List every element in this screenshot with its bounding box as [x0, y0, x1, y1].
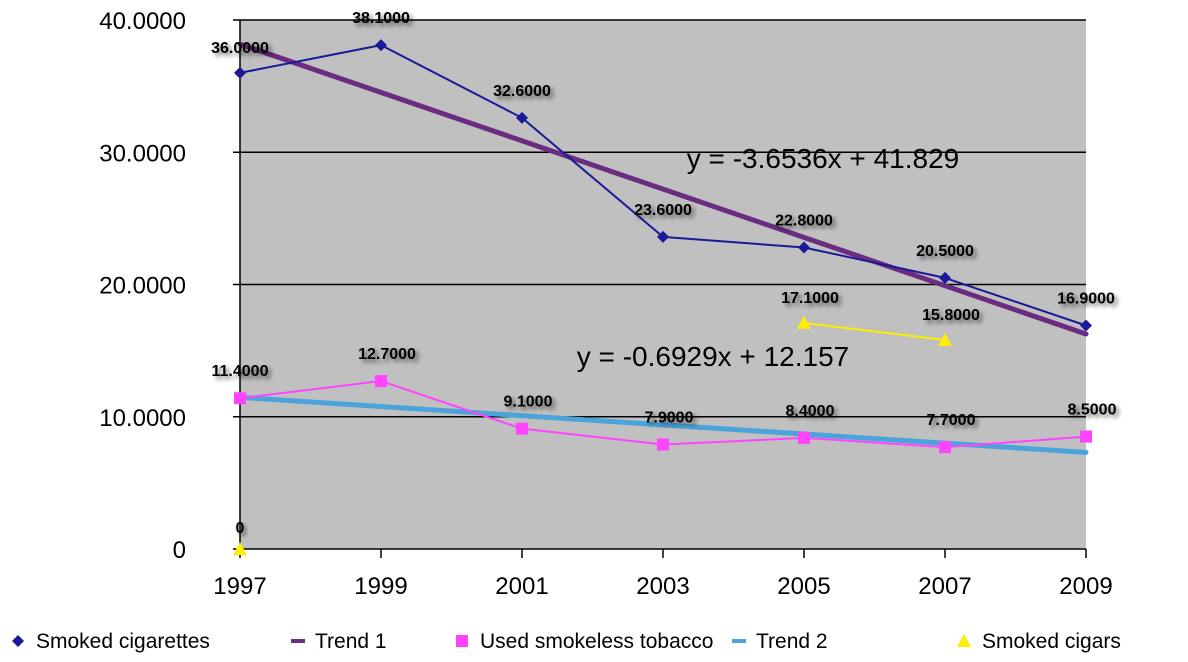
legend-swatch-smoked-cigars — [957, 634, 971, 647]
x-axis: 1997 1999 2001 2003 2005 2007 2009 — [213, 548, 1113, 600]
point-used-smokeless-tobacco-2005 — [798, 431, 810, 444]
x-tick-label-2003: 2003 — [636, 573, 689, 600]
point-smoked-cigarettes-2005 — [798, 241, 810, 254]
point-smoked-cigars-1997 — [233, 542, 247, 555]
point-smoked-cigarettes-2009 — [1080, 319, 1092, 332]
data-label-smoked-cigarettes-1997: 36.0000 — [211, 40, 269, 57]
segment-smoked-cigarettes — [521, 117, 664, 238]
y-tick-label-20: 20.0000 — [99, 273, 186, 300]
y-tick-label-30: 30.0000 — [99, 140, 186, 167]
segment-used-smokeless-tobacco — [380, 380, 523, 430]
data-label-used-smokeless-tobacco-1999: 12.7000 — [358, 346, 416, 363]
point-used-smokeless-tobacco-1999 — [375, 375, 387, 388]
legend-label-trend-1: Trend 1 — [315, 630, 387, 653]
data-label-smoked-cigarettes-2005: 22.8000 — [775, 212, 833, 229]
segment-smoked-cigarettes — [380, 44, 523, 119]
data-series — [233, 39, 1092, 555]
data-label-smoked-cigarettes-2001: 32.6000 — [493, 83, 551, 100]
data-label-used-smokeless-tobacco-2005: 8.4000 — [786, 403, 835, 420]
data-label-smoked-cigarettes-2003: 23.6000 — [634, 202, 692, 219]
data-labels: 36.0000 38.1000 32.6000 23.6000 22.8000 20.50… — [211, 10, 1116, 537]
legend-item-trend-2: Trend 2 — [732, 630, 828, 653]
point-smoked-cigarettes-2003 — [657, 230, 669, 243]
legend-label-trend-2: Trend 2 — [756, 630, 828, 653]
y-tick-label-0: 0 — [173, 537, 186, 564]
legend-label-smoked-cigars: Smoked cigars — [982, 630, 1121, 653]
point-smoked-cigars-2005 — [797, 315, 811, 329]
segment-smoked-cigarettes — [803, 246, 946, 279]
x-tick-label-1999: 1999 — [354, 573, 407, 600]
legend-label-used-smokeless-tobacco: Used smokeless tobacco — [480, 630, 713, 653]
y-tick-label-10: 10.0000 — [99, 405, 186, 432]
legend-item-used-smokeless-tobacco: Used smokeless tobacco — [456, 630, 713, 653]
legend-swatch-used-smokeless-tobacco — [456, 635, 468, 647]
data-label-smoked-cigars-1997: 0 — [236, 520, 245, 537]
data-label-used-smokeless-tobacco-1997: 11.4000 — [212, 363, 269, 380]
point-smoked-cigars-2007 — [938, 333, 952, 347]
data-label-used-smokeless-tobacco-2009: 8.5000 — [1068, 402, 1117, 419]
legend-item-trend-1: Trend 1 — [291, 630, 387, 653]
data-label-smoked-cigarettes-1999: 38.1000 — [352, 10, 410, 27]
segment-used-smokeless-tobacco — [239, 380, 382, 400]
legend-item-smoked-cigars: Smoked cigars — [957, 630, 1121, 653]
y-tick-label-40: 40.0000 — [99, 8, 186, 35]
segment-used-smokeless-tobacco — [521, 427, 664, 446]
point-used-smokeless-tobacco-2009 — [1080, 430, 1092, 443]
data-label-smoked-cigarettes-2009: 16.9000 — [1057, 290, 1115, 307]
segment-smoked-cigarettes — [944, 276, 1087, 327]
equation-trend-2: y = -0.6929x + 12.157 — [577, 341, 849, 372]
legend: Smoked cigarettes Trend 1 Used smokeless t… — [12, 630, 1121, 653]
series-smoked-cigarettes — [234, 39, 1092, 332]
x-tick-label-2009: 2009 — [1059, 573, 1112, 600]
point-used-smokeless-tobacco-2003 — [657, 438, 669, 451]
segment-smoked-cigarettes — [239, 44, 382, 74]
legend-item-smoked-cigarettes: Smoked cigarettes — [12, 630, 210, 653]
series-smoked-cigars — [233, 315, 952, 555]
x-tick-label-2005: 2005 — [777, 573, 830, 600]
point-smoked-cigarettes-2007 — [939, 271, 951, 284]
series-used-smokeless-tobacco — [234, 375, 1092, 454]
y-axis: 0 10.0000 20.0000 30.0000 40.0000 — [99, 8, 241, 564]
data-label-smoked-cigarettes-2007: 20.5000 — [916, 243, 974, 260]
trend-line-trend-1 — [237, 41, 1089, 337]
data-label-smoked-cigars-2005: 17.1000 — [781, 290, 839, 307]
data-label-used-smokeless-tobacco-2003: 7.9000 — [645, 410, 694, 427]
legend-swatch-smoked-cigarettes — [12, 635, 24, 647]
point-smoked-cigarettes-1997 — [234, 66, 246, 79]
gridlines — [240, 19, 1086, 418]
segment-smoked-cigars — [803, 321, 946, 342]
data-label-smoked-cigars-2007: 15.8000 — [922, 307, 980, 324]
point-smoked-cigarettes-2001 — [516, 111, 528, 124]
data-label-used-smokeless-tobacco-2001: 9.1000 — [504, 394, 553, 411]
x-tick-label-2007: 2007 — [918, 573, 971, 600]
segment-smoked-cigarettes — [662, 235, 805, 249]
segment-used-smokeless-tobacco — [944, 435, 1087, 449]
segment-used-smokeless-tobacco — [803, 436, 946, 449]
x-tick-label-1997: 1997 — [213, 573, 266, 600]
point-used-smokeless-tobacco-2007 — [939, 441, 951, 454]
point-used-smokeless-tobacco-1997 — [234, 392, 246, 405]
trend-equations: y = -3.6536x + 41.829 y = -0.6929x + 12.1… — [577, 143, 959, 372]
segment-used-smokeless-tobacco — [662, 436, 805, 446]
equation-trend-1: y = -3.6536x + 41.829 — [687, 143, 959, 174]
x-tick-label-2001: 2001 — [495, 573, 548, 600]
point-used-smokeless-tobacco-2001 — [516, 422, 528, 435]
data-label-used-smokeless-tobacco-2007: 7.7000 — [927, 412, 976, 429]
point-smoked-cigarettes-1999 — [375, 39, 387, 52]
legend-label-smoked-cigarettes: Smoked cigarettes — [36, 630, 210, 653]
